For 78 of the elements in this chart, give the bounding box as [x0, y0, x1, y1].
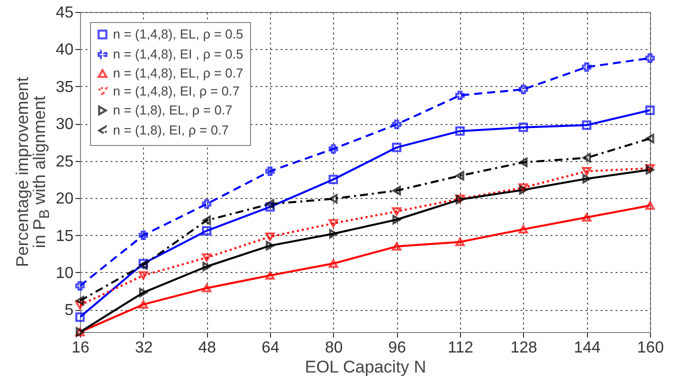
x-tick-label: 96 — [388, 340, 406, 356]
point — [329, 229, 338, 238]
y-tick-label: 10 — [56, 264, 74, 282]
point — [265, 271, 275, 280]
point — [328, 174, 338, 184]
point — [138, 230, 148, 240]
point — [518, 84, 528, 94]
x-tick-label: 128 — [510, 340, 538, 356]
y-tick-label: 35 — [56, 78, 74, 96]
x-tick-label: 48 — [198, 340, 216, 356]
x-axis-title: EOL Capacity N — [304, 358, 426, 376]
point — [202, 216, 211, 226]
legend-label: n = (1,4,8), EL, ρ = 0.7 — [113, 66, 244, 80]
point — [645, 53, 655, 63]
x-tick-label: 160 — [637, 340, 664, 356]
point — [645, 106, 655, 115]
point — [265, 166, 275, 176]
point — [75, 312, 85, 322]
point — [202, 199, 212, 209]
x-tick-label: 64 — [262, 340, 280, 356]
legend-label: n = (1,4,8), EL, ρ = 0.5 — [113, 26, 244, 42]
legend-label: n = (1,4,8), EI , ρ = 0.5 — [113, 46, 244, 62]
point — [518, 225, 528, 234]
point — [328, 219, 338, 228]
point — [518, 183, 528, 192]
y-tick-label: 45 — [56, 4, 74, 22]
point — [202, 284, 212, 292]
point — [646, 134, 654, 144]
point — [582, 213, 592, 222]
point — [75, 301, 85, 310]
point — [392, 242, 402, 251]
point — [266, 199, 274, 209]
x-tick-label: 32 — [134, 340, 153, 356]
point — [202, 262, 211, 272]
y-tick-label: 5 — [64, 302, 74, 320]
point — [266, 240, 274, 250]
point — [329, 194, 338, 204]
point — [455, 126, 465, 136]
point — [138, 271, 148, 280]
x-tick-label: 80 — [324, 340, 343, 356]
point — [582, 167, 592, 176]
point — [392, 120, 402, 130]
point — [582, 153, 591, 163]
y-tick-label: 30 — [56, 116, 74, 134]
point — [328, 144, 338, 154]
point — [328, 259, 338, 268]
y-tick-label: 20 — [56, 190, 74, 208]
point — [582, 174, 591, 184]
point — [392, 214, 401, 224]
x-tick-label: 16 — [72, 340, 90, 356]
y-tick-label: 25 — [56, 153, 74, 170]
point — [392, 186, 401, 196]
point — [392, 207, 402, 216]
x-tick-label: 144 — [574, 340, 601, 356]
point — [456, 171, 464, 180]
point — [202, 253, 212, 262]
point — [582, 120, 592, 130]
legend-label: n = (1,8), EI, ρ = 0.7 — [113, 122, 229, 138]
legend-label: n = (1,8), EL, ρ = 0.7 — [113, 102, 232, 118]
point — [645, 164, 655, 172]
point — [139, 288, 148, 298]
point — [582, 62, 592, 72]
y-tick-label: 15 — [56, 228, 74, 245]
point — [265, 202, 275, 212]
y-tick-label: 40 — [56, 42, 74, 59]
point — [518, 122, 528, 132]
point — [202, 226, 212, 236]
point — [265, 232, 275, 241]
point — [392, 142, 402, 152]
point — [519, 158, 528, 168]
point — [138, 300, 148, 309]
point — [645, 201, 655, 210]
x-tick-label: 112 — [448, 340, 474, 356]
point — [455, 238, 465, 246]
point — [75, 281, 85, 291]
point — [455, 90, 465, 100]
legend-label: n = (1,4,8), EI, ρ = 0.7 — [113, 84, 240, 98]
point — [76, 296, 84, 306]
